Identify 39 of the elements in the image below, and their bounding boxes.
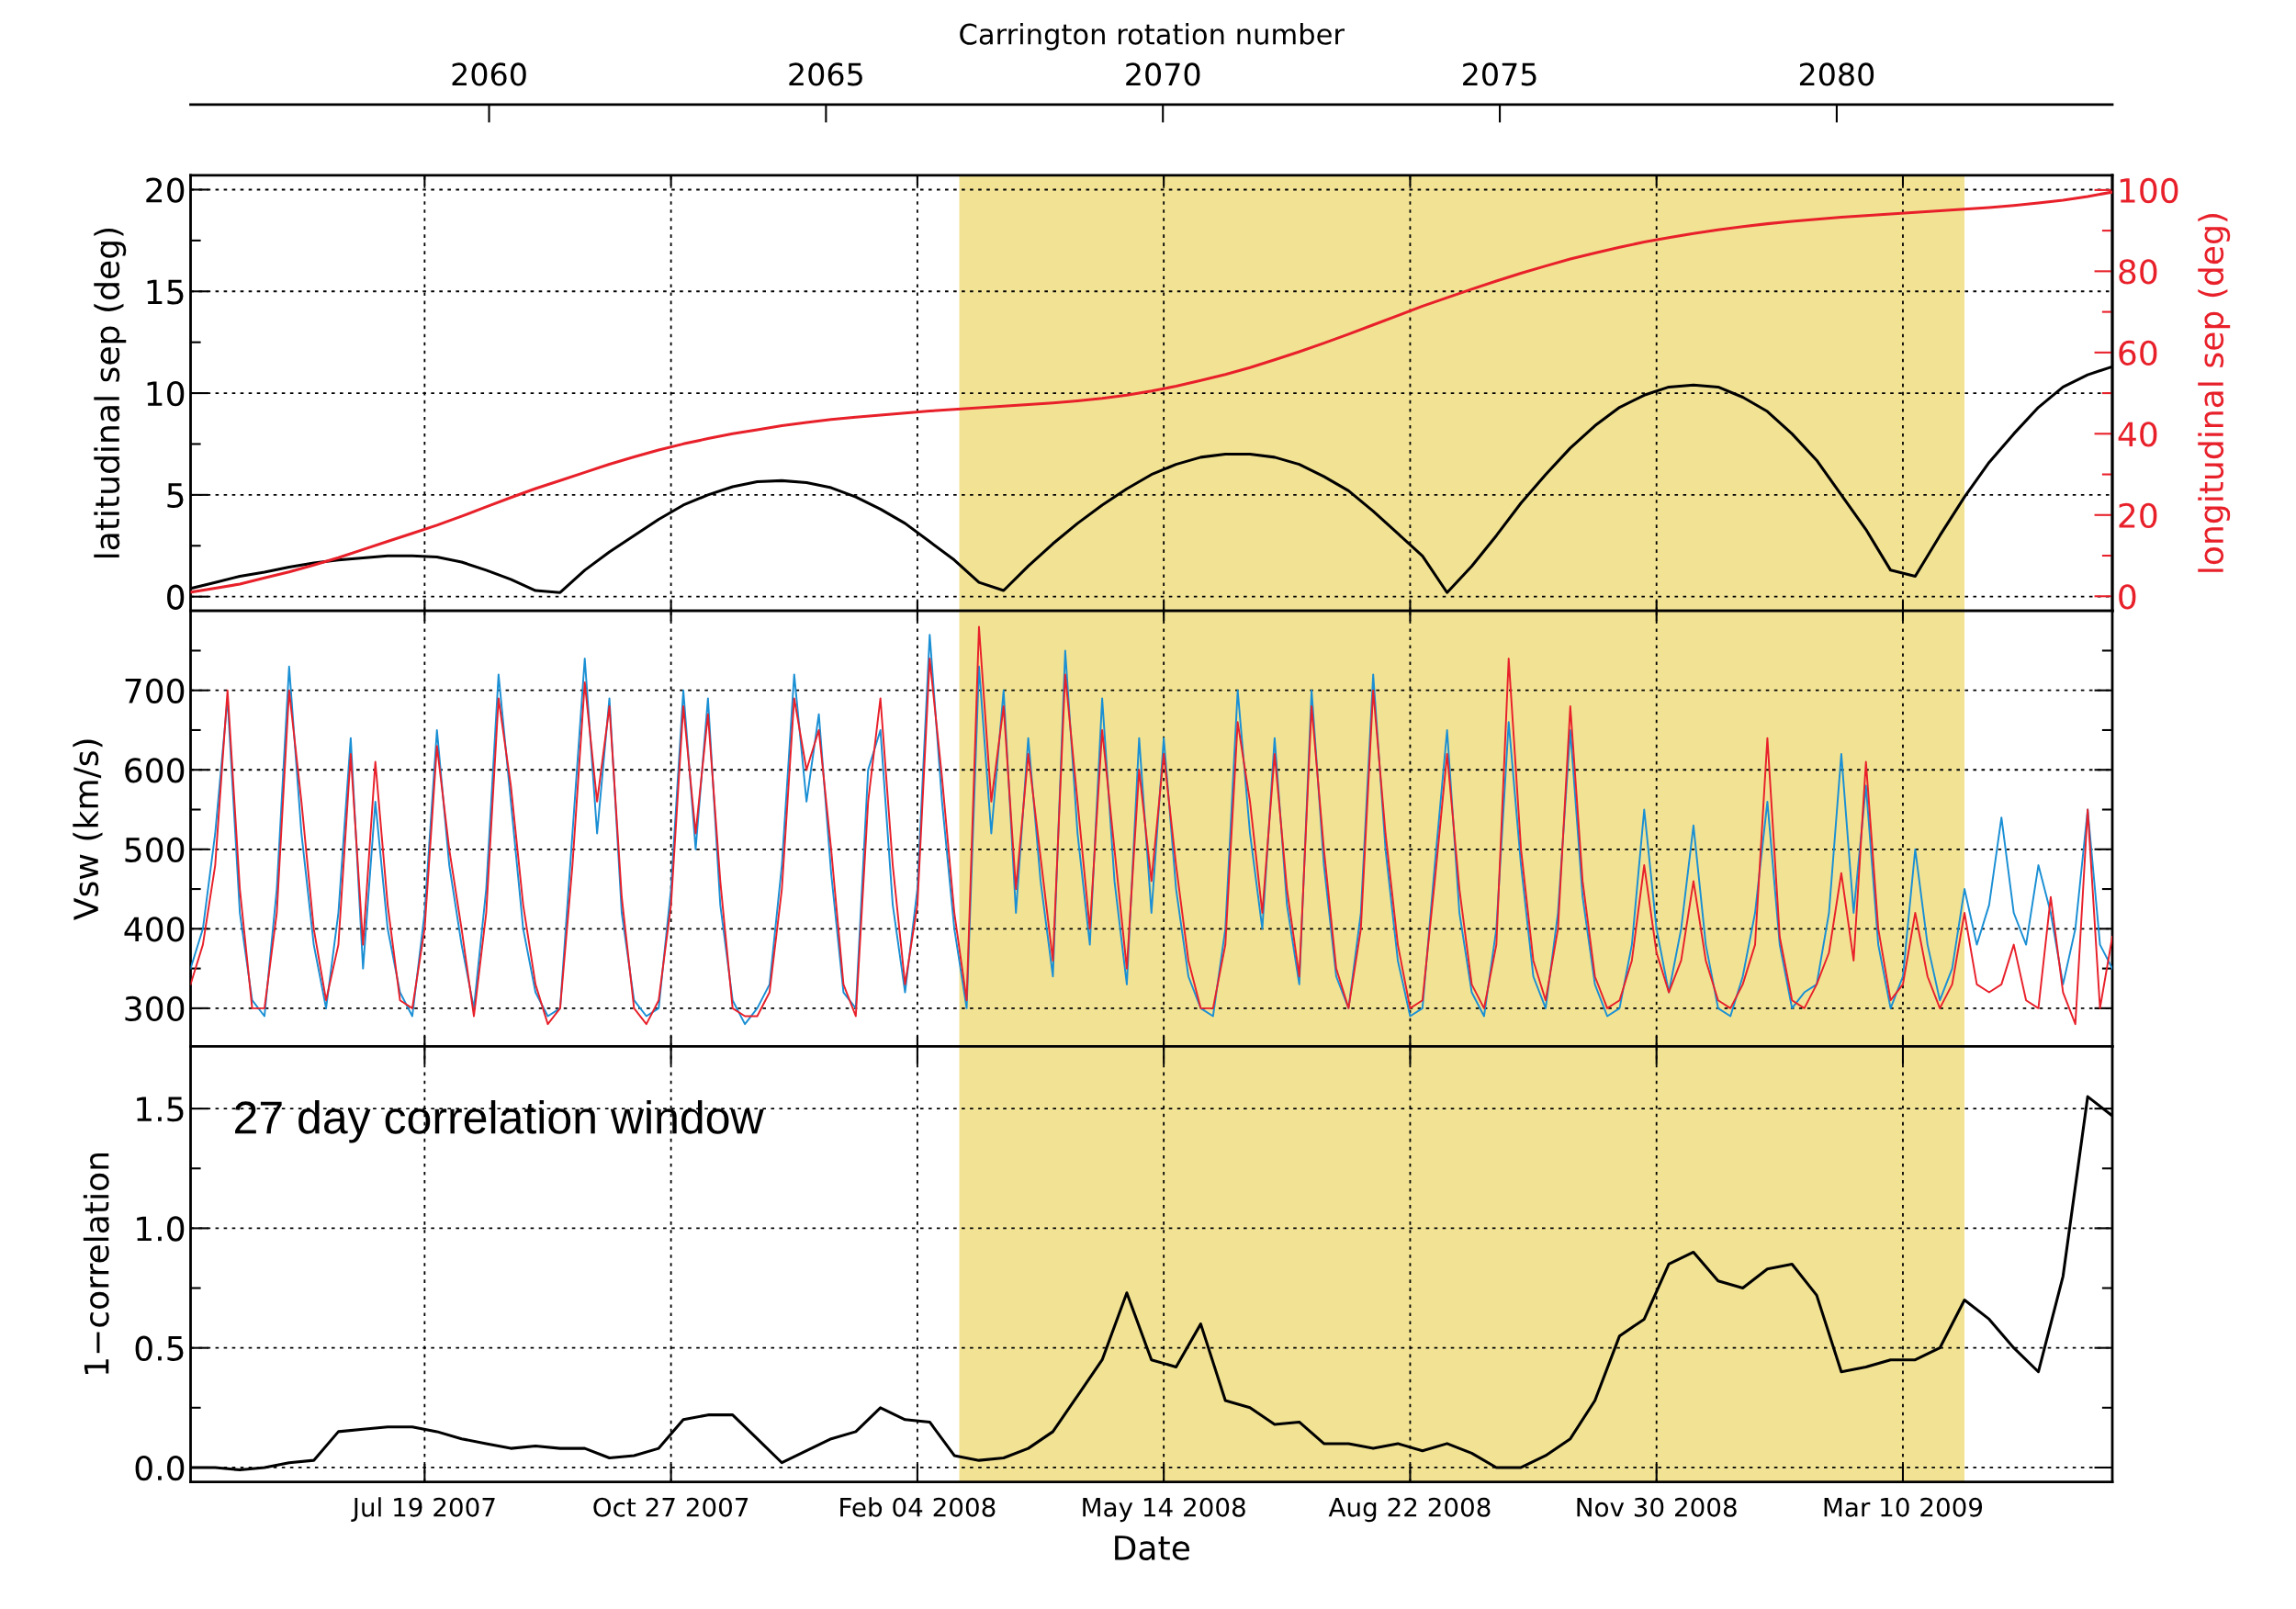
- y-tick-label: 0: [167, 584, 185, 610]
- x2-tick-label: 2060: [452, 62, 526, 86]
- y-tick-label: 0.0: [135, 1455, 185, 1481]
- y-tick-label: 600: [125, 758, 185, 783]
- y-tick-label: 10: [147, 380, 185, 407]
- y2-tick-label: 100: [2120, 177, 2178, 204]
- y-tick-label: 700: [125, 678, 185, 703]
- y2-tick-label: 0: [2119, 584, 2136, 610]
- x-tick-label: May 14 2008: [1083, 1497, 1245, 1523]
- x-tick-label: Mar 10 2009: [1824, 1497, 1983, 1517]
- x-tick-label: Nov 30 2008: [1577, 1497, 1737, 1517]
- y-tick-label: 20: [146, 177, 185, 203]
- y-tick-label: 500: [125, 837, 185, 863]
- y-tick-label: 1.0: [137, 1216, 185, 1242]
- y-tick-label: 0.5: [135, 1335, 184, 1361]
- x-tick-label: Oct 27 2007: [593, 1497, 748, 1517]
- x2-axis-title: Carrington rotation number: [960, 23, 1345, 51]
- y-axis-title: latitudinal sep (deg): [94, 228, 127, 557]
- x2-tick-label: 2080: [1799, 62, 1874, 86]
- y2-tick-label: 60: [2119, 340, 2157, 366]
- x-tick-label: Aug 22 2008: [1328, 1497, 1491, 1523]
- y-tick-label: 400: [124, 917, 185, 942]
- y-tick-label: 5: [167, 483, 184, 509]
- y-tick-label: 1.5: [137, 1097, 184, 1122]
- x-tick-label: Feb 04 2008: [840, 1497, 996, 1517]
- y2-tick-label: 80: [2119, 259, 2157, 285]
- y2-axis-title: longitudinal sep (deg): [2198, 214, 2231, 572]
- x2-tick-label: 2070: [1126, 62, 1200, 86]
- y-axis-title: 1−correlation: [83, 1153, 109, 1375]
- x-axis-title: Date: [1115, 1536, 1189, 1560]
- y-tick-label: 15: [147, 279, 184, 305]
- annotation: 27 day correlation window: [235, 1099, 764, 1143]
- x2-tick-label: 2065: [789, 62, 862, 86]
- y-tick-label: 300: [125, 996, 185, 1022]
- y-axis-title: Vsw (km/s): [73, 739, 103, 920]
- x2-tick-label: 2075: [1463, 62, 1536, 86]
- y2-tick-label: 40: [2118, 422, 2157, 447]
- x-tick-label: Jul 19 2007: [351, 1497, 495, 1522]
- y2-tick-label: 20: [2119, 502, 2157, 529]
